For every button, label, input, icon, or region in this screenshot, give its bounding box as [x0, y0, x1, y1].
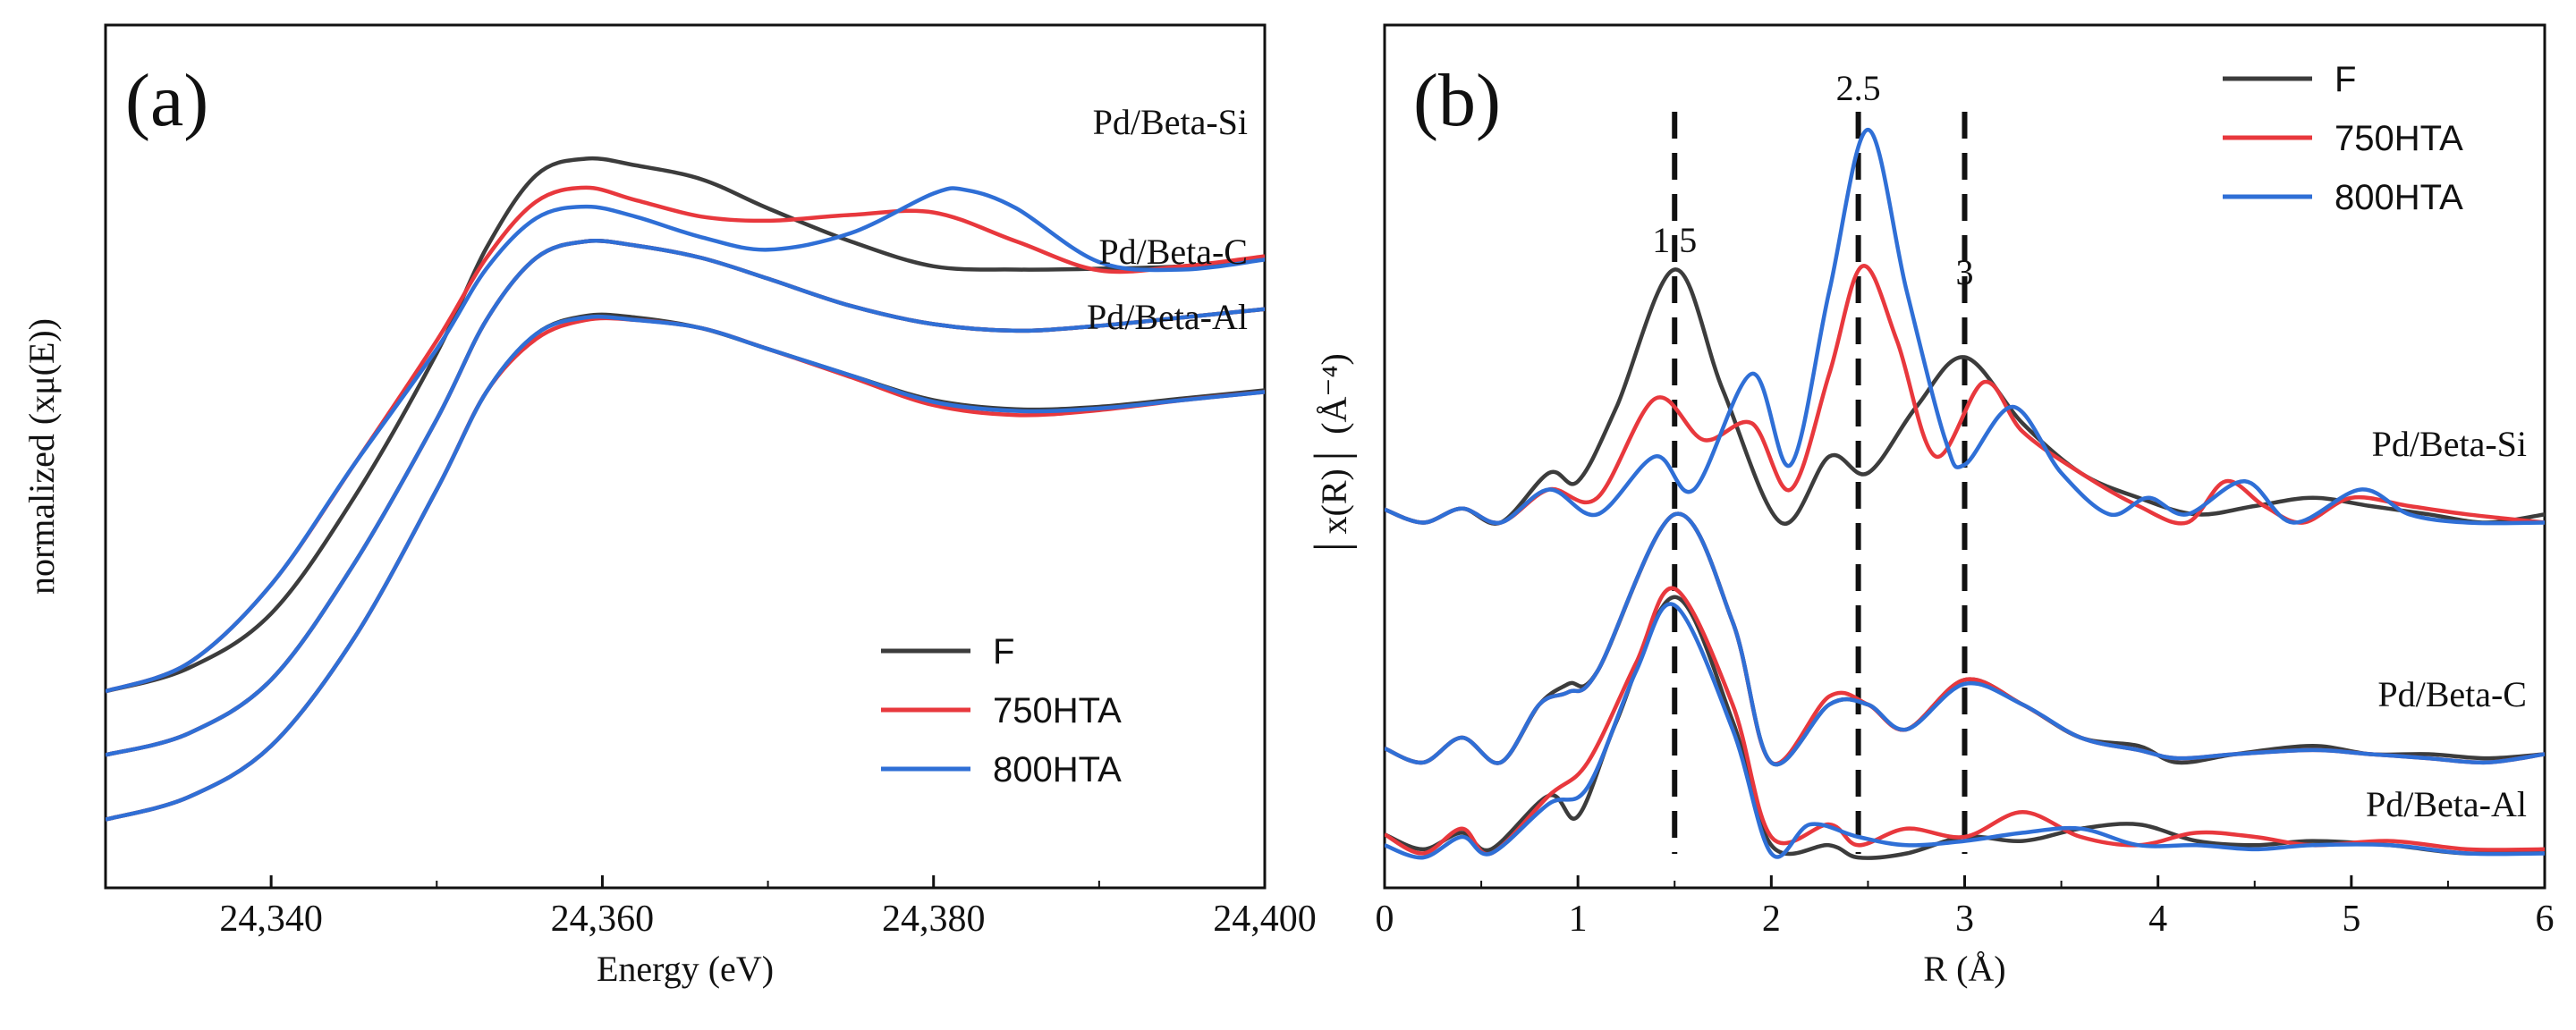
x-tick-label: 24,380: [882, 899, 986, 940]
series-line-pd-beta-al-800hta: [1385, 602, 2545, 860]
sample-label: Pd/Beta-C: [2377, 674, 2527, 714]
x-tick-label: 0: [1376, 899, 1394, 940]
marker-label: 2.5: [1836, 68, 1881, 108]
x-tick-label: 24,400: [1213, 899, 1317, 940]
sample-label: Pd/Beta-Al: [2366, 784, 2527, 824]
series-line-pd-beta-al-750hta: [1385, 586, 2545, 857]
series-line-pd-beta-c-f: [1385, 511, 2545, 767]
series-line-pd-beta-al-750hta: [106, 316, 1265, 822]
y-axis-title: │x(R)│ (Å⁻⁴): [1313, 353, 1358, 560]
x-axis-title: R (Å): [1923, 949, 2005, 989]
series-line-pd-beta-al-800hta: [106, 314, 1265, 822]
x-tick-label: 1: [1569, 899, 1588, 940]
legend-label: 750HTA: [2334, 119, 2463, 158]
panel-label: (a): [125, 59, 208, 142]
x-tick-label: 6: [2536, 899, 2555, 940]
legend-label: F: [993, 632, 1014, 671]
series-line-pd-beta-c-800hta: [1385, 511, 2545, 767]
series-line-pd-beta-al-f: [106, 312, 1265, 822]
y-axis-title: normalized (xμ(E)): [21, 318, 62, 595]
sample-label: Pd/Beta-C: [1098, 232, 1248, 272]
series-line-pd-beta-si-800hta: [1385, 127, 2545, 526]
x-tick-label: 2: [1762, 899, 1781, 940]
plot-frame: [104, 23, 1267, 890]
x-axis-title: Energy (eV): [597, 949, 774, 989]
marker-label: 3: [1956, 252, 1974, 292]
legend-label: 750HTA: [993, 691, 1122, 730]
series-line-pd-beta-c-800hta: [106, 239, 1265, 757]
legend-label: F: [2334, 60, 2356, 99]
series-lines: [1385, 127, 2545, 860]
series-line-pd-beta-si-750hta: [106, 185, 1265, 694]
panel-a: (a) 24,340 24,360 24,380 24,400 Energy (eV) no…: [21, 23, 1317, 989]
series-lines: [106, 156, 1265, 822]
panel-b: (b) 0 1 2 3 4 5 6 R (Å) │x(R)│ (Å⁻⁴) 1.5 2.5 3 Pd/Bet…: [1313, 23, 2555, 989]
sample-label: Pd/Beta-Si: [1093, 102, 1248, 142]
x-tick-label: 24,340: [219, 899, 323, 940]
series-line-pd-beta-si-f: [1385, 267, 2545, 526]
x-tick-label: 24,360: [551, 899, 655, 940]
series-line-pd-beta-si-f: [106, 156, 1265, 694]
sample-label: Pd/Beta-Si: [2372, 424, 2527, 464]
sample-label: Pd/Beta-Al: [1087, 297, 1248, 337]
legend-label: 800HTA: [2334, 178, 2463, 217]
marker-label: 1.5: [1652, 220, 1697, 260]
series-line-pd-beta-c-750hta: [1385, 511, 2545, 766]
series-line-pd-beta-si-800hta: [106, 186, 1265, 694]
panel-label: (b): [1413, 59, 1501, 142]
x-tick-label: 4: [2148, 899, 2167, 940]
legend-label: 800HTA: [993, 750, 1122, 789]
x-tick-label: 3: [1955, 899, 1974, 940]
x-tick-label: 5: [2342, 899, 2360, 940]
